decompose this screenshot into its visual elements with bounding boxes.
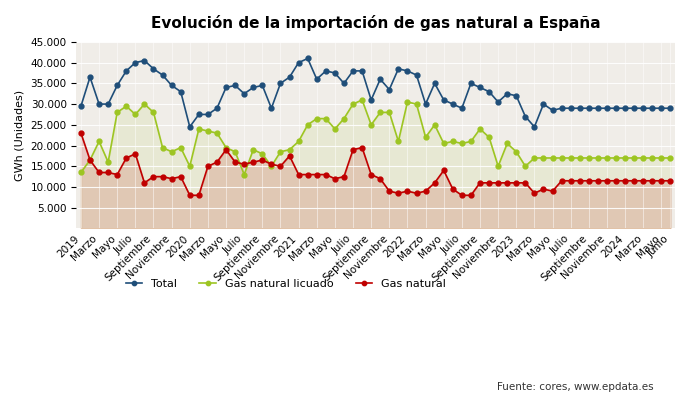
Text: Fuente: cores, www.epdata.es: Fuente: cores, www.epdata.es <box>497 382 653 392</box>
Line: Gas natural: Gas natural <box>79 131 673 198</box>
Total <box>304 56 312 61</box>
Gas natural <box>630 178 638 183</box>
Gas natural licuado <box>558 156 566 160</box>
Gas natural licuado <box>122 104 130 109</box>
Gas natural <box>339 174 348 179</box>
Total <box>349 68 357 73</box>
Gas natural licuado <box>358 98 366 102</box>
Y-axis label: GWh (Unidades): GWh (Unidades) <box>15 90 25 181</box>
Gas natural licuado <box>240 172 248 177</box>
Gas natural licuado <box>77 170 85 175</box>
Gas natural <box>667 178 675 183</box>
Gas natural <box>77 131 85 136</box>
Legend: Total, Gas natural licuado, Gas natural: Total, Gas natural licuado, Gas natural <box>121 275 451 294</box>
Gas natural <box>549 189 557 194</box>
Total <box>358 68 366 73</box>
Total <box>186 124 194 129</box>
Gas natural <box>186 193 194 198</box>
Total <box>558 106 566 111</box>
Total <box>122 68 130 73</box>
Gas natural licuado <box>667 156 675 160</box>
Gas natural <box>231 160 239 164</box>
Gas natural licuado <box>267 164 275 169</box>
Total <box>267 106 275 111</box>
Line: Total: Total <box>79 56 673 129</box>
Total <box>231 83 239 88</box>
Gas natural licuado <box>339 116 348 121</box>
Total <box>77 104 85 109</box>
Total <box>667 106 675 111</box>
Gas natural <box>267 162 275 166</box>
Title: Evolución de la importación de gas natural a España: Evolución de la importación de gas natur… <box>151 15 600 31</box>
Gas natural licuado <box>222 145 230 150</box>
Gas natural <box>122 156 130 160</box>
Line: Gas natural licuado: Gas natural licuado <box>79 98 673 177</box>
Gas natural licuado <box>349 102 357 107</box>
